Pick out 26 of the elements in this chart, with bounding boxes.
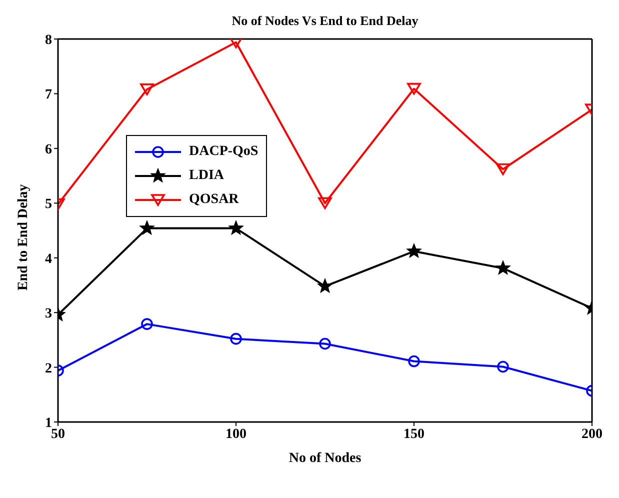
point (230, 332, 242, 345)
point (406, 244, 422, 258)
x-tick-label: 50 (51, 426, 65, 442)
x-tick-label: 100 (226, 426, 246, 442)
y-tick-label: 8 (45, 32, 52, 48)
x-axis-title: No of Nodes (288, 451, 362, 466)
chart-title: No of Nodes Vs End to End Delay (232, 13, 419, 28)
y-tick-label: 1 (45, 416, 52, 431)
y-tick-label: 3 (45, 306, 52, 322)
point (407, 82, 421, 95)
legend-label: DACP-QoS (189, 144, 258, 160)
x-tick-label: 150 (404, 426, 424, 442)
y-tick-label: 2 (45, 361, 52, 376)
point (318, 197, 332, 210)
legend-label: LDIA (189, 168, 224, 184)
y-tick-label: 6 (45, 142, 52, 158)
x-tick-label: 200 (582, 426, 602, 442)
y-axis-title: End to End Delay (16, 184, 31, 290)
y-tick-label: 5 (45, 197, 52, 212)
point (319, 338, 331, 350)
point (408, 355, 420, 368)
point (228, 220, 244, 234)
y-tick-label: 7 (45, 88, 52, 103)
point (318, 278, 332, 292)
legend-label: QOSAR (189, 192, 239, 208)
y-tick-label: 4 (45, 252, 52, 267)
